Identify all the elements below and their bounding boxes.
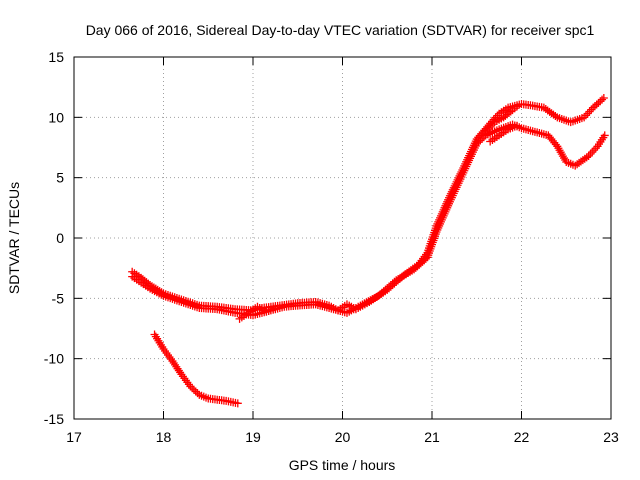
data-point (442, 205, 451, 214)
series-track-f (481, 102, 522, 136)
x-axis-label: GPS time / hours (289, 457, 396, 473)
data-point (598, 95, 607, 104)
data-point (584, 151, 593, 160)
data-point (432, 227, 441, 236)
chart-title: Day 066 of 2016, Sidereal Day-to-day VTE… (86, 22, 595, 38)
data-point (183, 378, 192, 387)
y-tick-label: -10 (44, 351, 64, 367)
y-tick-label: 5 (56, 170, 64, 186)
data-point (485, 123, 494, 132)
data-point (587, 105, 596, 114)
data-point (181, 376, 190, 385)
data-point (188, 384, 197, 393)
data-point (437, 215, 446, 224)
data-point (481, 127, 490, 136)
data-point (439, 211, 448, 220)
series-track-a (128, 94, 608, 315)
data-point (478, 134, 487, 143)
series-track-d (235, 302, 280, 323)
data-point (583, 109, 592, 118)
data-point (180, 374, 189, 383)
data-point (589, 146, 598, 155)
data-point (443, 203, 452, 212)
grid (74, 57, 611, 419)
data-point (444, 201, 453, 210)
data-point (440, 209, 449, 218)
data-point (474, 138, 483, 147)
data-point (479, 133, 488, 142)
data-point (585, 107, 594, 116)
data-point (445, 199, 454, 208)
data-point (159, 345, 168, 354)
data-point (487, 122, 496, 131)
data-point (162, 349, 171, 358)
data-point (163, 351, 172, 360)
data-point (438, 213, 447, 222)
x-tick-label: 23 (603, 429, 619, 445)
series-track-e (486, 121, 522, 146)
plot-area (128, 94, 609, 408)
series-track-b (128, 120, 609, 320)
data-point (191, 387, 200, 396)
data-point (233, 399, 242, 408)
data-point (488, 120, 497, 129)
data-point (506, 107, 515, 116)
data-point (586, 150, 595, 159)
data-point (193, 389, 202, 398)
data-point (551, 111, 560, 120)
x-axis: 17 18 19 20 21 22 23 (66, 57, 619, 445)
data-point (434, 223, 443, 232)
y-tick-label: 15 (48, 49, 64, 65)
data-point (580, 113, 589, 122)
data-point (476, 136, 485, 145)
data-point (600, 131, 609, 140)
y-axis: -15 -10 -5 0 5 10 15 (44, 49, 611, 427)
data-point (436, 217, 445, 226)
data-point (177, 370, 186, 379)
x-tick-label: 18 (156, 429, 172, 445)
data-point (581, 111, 590, 120)
y-axis-label: SDTVAR / TECUs (6, 182, 22, 294)
data-point (160, 347, 169, 356)
plot-frame (73, 56, 612, 420)
data-point (271, 303, 280, 312)
y-tick-label: 10 (48, 109, 64, 125)
data-point (588, 148, 597, 157)
x-tick-label: 22 (514, 429, 530, 445)
data-point (186, 382, 195, 391)
data-point (513, 121, 522, 130)
y-tick-label: 0 (56, 230, 64, 246)
x-tick-label: 21 (424, 429, 440, 445)
x-tick-label: 17 (66, 429, 82, 445)
x-tick-label: 19 (245, 429, 261, 445)
data-point (178, 372, 187, 381)
data-point (165, 353, 174, 362)
y-tick-label: -15 (44, 411, 64, 427)
data-point (513, 102, 522, 111)
data-point (483, 125, 492, 134)
data-point (599, 94, 608, 103)
data-point (435, 221, 444, 230)
data-point (436, 219, 445, 228)
series-track-c (150, 330, 242, 408)
data-point (189, 385, 198, 394)
y-tick-label: -5 (52, 290, 65, 306)
data-point (433, 225, 442, 234)
data-point (441, 207, 450, 216)
x-tick-label: 20 (335, 429, 351, 445)
data-point (472, 139, 481, 148)
data-point (591, 144, 600, 153)
